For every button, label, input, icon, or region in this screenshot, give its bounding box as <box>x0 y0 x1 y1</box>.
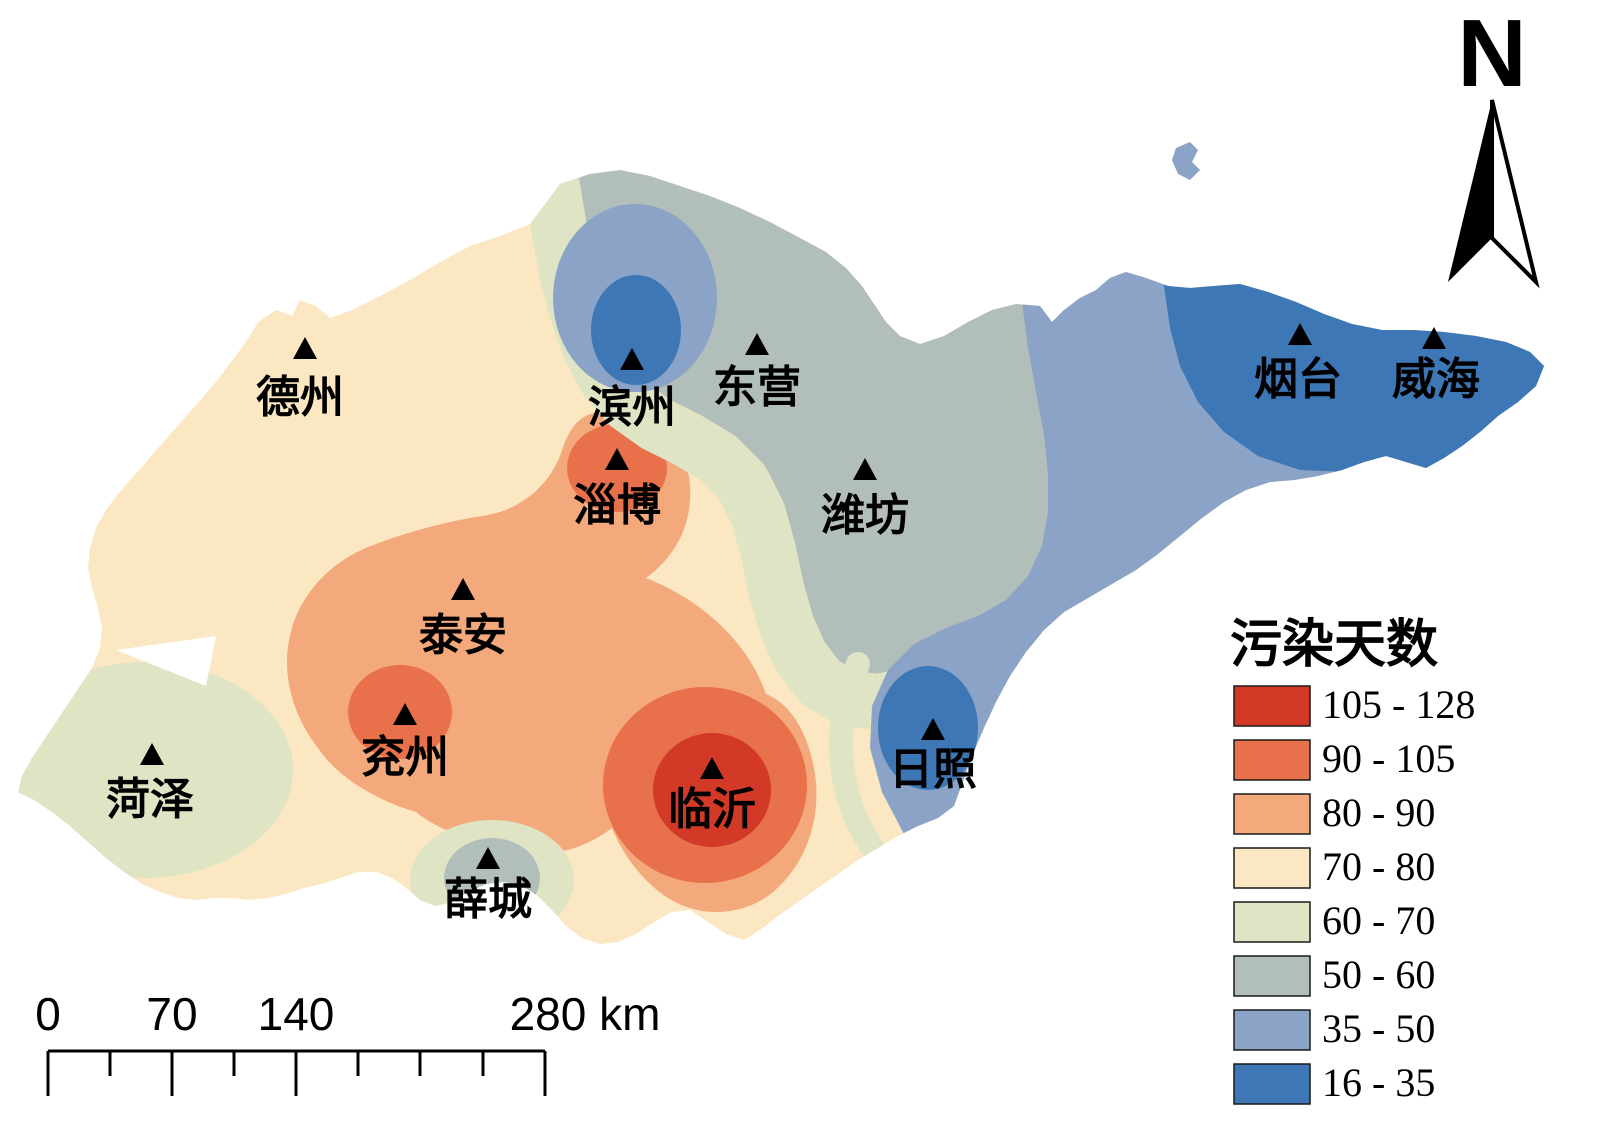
city-triangle-icon <box>451 578 475 600</box>
region-yanzhou-90-105 <box>348 665 452 759</box>
legend-swatch-105-128 <box>1233 685 1311 727</box>
city-marker-xuecheng: 薛城 <box>444 847 532 924</box>
legend-swatch-80-90 <box>1233 793 1311 835</box>
legend: 污染天数 105 - 128 90 - 105 80 - 90 70 - 80 … <box>1230 616 1475 1105</box>
city-marker-binzhou: 滨州 <box>588 348 676 432</box>
legend-swatch-50-60 <box>1233 955 1311 997</box>
legend-label-70-80: 70 - 80 <box>1322 844 1435 889</box>
north-arrow-left-icon <box>1448 100 1492 282</box>
city-triangle-icon <box>921 718 945 740</box>
city-triangle-icon <box>605 448 629 470</box>
legend-swatch-90-105 <box>1233 739 1311 781</box>
region-linyi-105-128 <box>653 733 771 847</box>
legend-swatch-60-70 <box>1233 901 1311 943</box>
region-rizhao-green-fringe <box>829 652 892 870</box>
city-label-binzhou: 滨州 <box>588 383 676 432</box>
scale-label-70: 70 <box>146 988 197 1040</box>
city-marker-linyi: 临沂 <box>668 757 756 834</box>
legend-title: 污染天数 <box>1230 616 1438 674</box>
city-marker-rizhao: 日照 <box>889 718 977 794</box>
city-label-linyi: 临沂 <box>668 785 756 834</box>
city-label-yantai: 烟台 <box>1254 355 1342 404</box>
city-triangle-icon <box>140 743 164 765</box>
city-triangle-icon <box>393 703 417 725</box>
city-triangle-icon <box>700 757 724 779</box>
city-label-heze: 菏泽 <box>106 775 194 824</box>
city-marker-yantai: 烟台 <box>1254 323 1342 404</box>
city-triangle-icon <box>293 337 317 359</box>
legend-label-80-90: 80 - 90 <box>1322 790 1435 835</box>
city-label-xuecheng: 薛城 <box>444 875 532 924</box>
city-triangle-icon <box>1422 327 1446 349</box>
city-label-dongying: 东营 <box>713 363 801 412</box>
city-triangle-icon <box>745 333 769 355</box>
north-arrow: N <box>1448 0 1540 289</box>
city-marker-dezhou: 德州 <box>256 337 344 422</box>
city-marker-dongying: 东营 <box>713 333 801 412</box>
city-triangle-icon <box>620 348 644 370</box>
legend-label-35-50: 35 - 50 <box>1322 1006 1435 1051</box>
north-arrow-right-icon <box>1490 99 1540 289</box>
city-triangle-icon <box>853 458 877 480</box>
city-label-zibo: 淄博 <box>573 481 661 530</box>
legend-label-105-128: 105 - 128 <box>1322 682 1475 727</box>
legend-swatch-16-35 <box>1233 1063 1311 1105</box>
region-binzhou-core-16-35 <box>591 275 681 385</box>
city-label-dezhou: 德州 <box>256 373 344 422</box>
city-marker-zibo: 淄博 <box>573 448 661 530</box>
region-heze-60-70 <box>18 662 293 878</box>
city-marker-weifang: 潍坊 <box>821 458 909 540</box>
city-label-weihai: 威海 <box>1392 355 1480 404</box>
scale-label-0: 0 <box>35 988 61 1040</box>
boundary-notch <box>116 636 216 686</box>
legend-swatch-35-50 <box>1233 1009 1311 1051</box>
city-marker-taian: 泰安 <box>419 578 507 660</box>
scale-bar: 0 70 140 280 km <box>35 988 660 1096</box>
city-label-weifang: 潍坊 <box>821 491 909 540</box>
scale-label-140: 140 <box>258 988 335 1040</box>
city-marker-weihai: 威海 <box>1392 327 1480 404</box>
city-label-yanzhou: 兖州 <box>361 733 449 782</box>
legend-label-16-35: 16 - 35 <box>1322 1060 1435 1105</box>
legend-label-60-70: 60 - 70 <box>1322 898 1435 943</box>
city-marker-heze: 菏泽 <box>106 743 194 824</box>
legend-label-90-105: 90 - 105 <box>1322 736 1455 781</box>
city-marker-yanzhou: 兖州 <box>361 703 449 782</box>
scale-label-280: 280 km <box>510 988 661 1040</box>
city-label-taian: 泰安 <box>419 611 507 660</box>
island <box>1172 142 1200 180</box>
scalebar-ruler <box>46 1049 547 1096</box>
city-markers: 德州 滨州 东营 淄博 潍坊 烟台 威海 泰安 <box>106 323 1480 924</box>
north-arrow-label: N <box>1457 0 1526 107</box>
city-triangle-icon <box>1288 323 1312 345</box>
legend-swatch-70-80 <box>1233 847 1311 889</box>
legend-label-50-60: 50 - 60 <box>1322 952 1435 997</box>
city-label-rizhao: 日照 <box>889 745 977 794</box>
city-triangle-icon <box>476 847 500 869</box>
